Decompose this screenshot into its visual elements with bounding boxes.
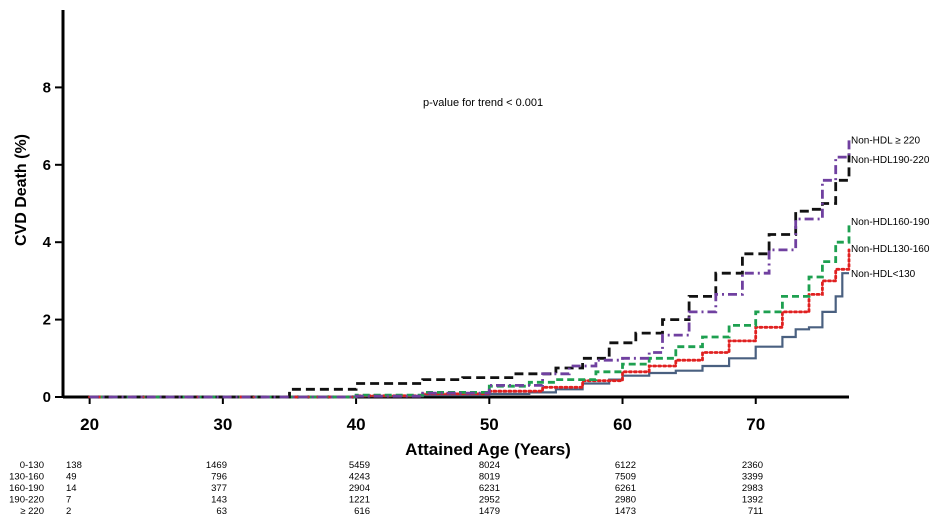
y-tick-label: 4 <box>43 234 52 251</box>
risk-count: 138 <box>66 460 82 471</box>
risk-count: 1479 <box>479 506 500 517</box>
x-tick-label: 20 <box>80 415 99 434</box>
risk-count: 2952 <box>479 495 500 506</box>
series-line-1 <box>88 248 851 399</box>
y-tick-label: 2 <box>43 312 51 329</box>
series-label-4: Non-HDL ≥ 220 <box>851 136 920 147</box>
risk-count: 2360 <box>742 460 763 471</box>
series-line-2 <box>89 222 851 399</box>
risk-count: 49 <box>66 472 77 483</box>
risk-count: 2 <box>66 506 71 517</box>
risk-count: 6231 <box>479 483 500 494</box>
risk-count: 8019 <box>479 472 500 483</box>
risk-count: 796 <box>211 472 227 483</box>
p-value-annotation: p-value for trend < 0.001 <box>423 97 543 109</box>
risk-row-label: 130-160 <box>9 472 44 483</box>
series-label-1: Non-HDL130-160 <box>851 244 930 255</box>
risk-table: 0-130 138 1469 5459 8024 6122 2360 130-160 49 796… <box>9 460 763 517</box>
risk-row-label: 190-220 <box>9 495 44 506</box>
x-tick-label: 70 <box>746 415 765 434</box>
risk-count: 377 <box>211 483 227 494</box>
series-line-3 <box>89 153 851 399</box>
series-label-0: Non-HDL<130 <box>851 269 916 280</box>
risk-count: 616 <box>354 506 370 517</box>
risk-count: 1469 <box>206 460 227 471</box>
risk-count: 1221 <box>349 495 370 506</box>
risk-count: 7 <box>66 495 71 506</box>
risk-count: 1392 <box>742 495 763 506</box>
risk-count: 6261 <box>615 483 636 494</box>
risk-count: 8024 <box>479 460 500 471</box>
y-tick-label: 0 <box>43 389 51 406</box>
series-labels: Non-HDL<130 Non-HDL130-160 Non-HDL160-190 N… <box>851 136 930 281</box>
risk-count: 3399 <box>742 472 763 483</box>
series-label-2: Non-HDL160-190 <box>851 217 930 228</box>
risk-count: 2980 <box>615 495 636 506</box>
series-line-4 <box>89 137 851 399</box>
risk-count: 2983 <box>742 483 763 494</box>
series-lines <box>88 137 851 399</box>
x-axis-label: Attained Age (Years) <box>405 440 571 459</box>
risk-count: 143 <box>211 495 227 506</box>
risk-count: 14 <box>66 483 77 494</box>
risk-count: 1473 <box>615 506 636 517</box>
risk-count: 2904 <box>349 483 370 494</box>
risk-row-label: 160-190 <box>9 483 44 494</box>
risk-count: 63 <box>216 506 227 517</box>
risk-count: 4243 <box>349 472 370 483</box>
series-label-3: Non-HDL190-220 <box>851 155 930 166</box>
risk-count: 6122 <box>615 460 636 471</box>
risk-row-label: ≥ 220 <box>20 506 44 517</box>
y-axis-label: CVD Death (%) <box>13 134 30 246</box>
x-tick-label: 60 <box>613 415 632 434</box>
risk-count: 5459 <box>349 460 370 471</box>
y-tick-label: 6 <box>43 157 51 174</box>
axes: 0 2 4 6 8 20 30 40 50 60 70 <box>43 10 849 434</box>
y-tick-label: 8 <box>43 79 51 96</box>
x-tick-label: 30 <box>213 415 232 434</box>
x-tick-label: 40 <box>347 415 366 434</box>
risk-row-label: 0-130 <box>20 460 44 471</box>
x-tick-label: 50 <box>480 415 499 434</box>
risk-count: 711 <box>748 506 763 517</box>
risk-count: 7509 <box>615 472 636 483</box>
